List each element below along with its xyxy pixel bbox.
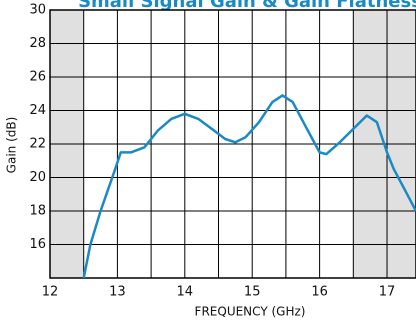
- x-tick-label: 15: [244, 285, 261, 300]
- gain-curve: [82, 94, 416, 279]
- plot-frame: [49, 9, 416, 279]
- x-tick-label: 13: [109, 285, 126, 300]
- x-axis-label: FREQUENCY (GHz): [195, 305, 306, 319]
- y-axis-label: Gain (dB): [5, 117, 19, 174]
- y-tick-label: 18: [29, 204, 46, 219]
- y-tick-label: 16: [29, 237, 46, 252]
- y-tick-label: 24: [29, 103, 46, 118]
- y-tick-label: 28: [29, 36, 46, 51]
- x-tick-label: 17: [379, 285, 396, 300]
- y-tick-label: 22: [29, 137, 46, 152]
- x-tick-label: 12: [42, 285, 59, 300]
- y-tick-label: 30: [29, 3, 46, 18]
- x-tick-label: 16: [311, 285, 328, 300]
- chart-title: Small Signal Gain & Gain Flatness: [78, 0, 416, 12]
- y-tick-label: 20: [29, 170, 46, 185]
- y-tick-label: 26: [29, 70, 46, 85]
- x-tick-label: 14: [177, 285, 194, 300]
